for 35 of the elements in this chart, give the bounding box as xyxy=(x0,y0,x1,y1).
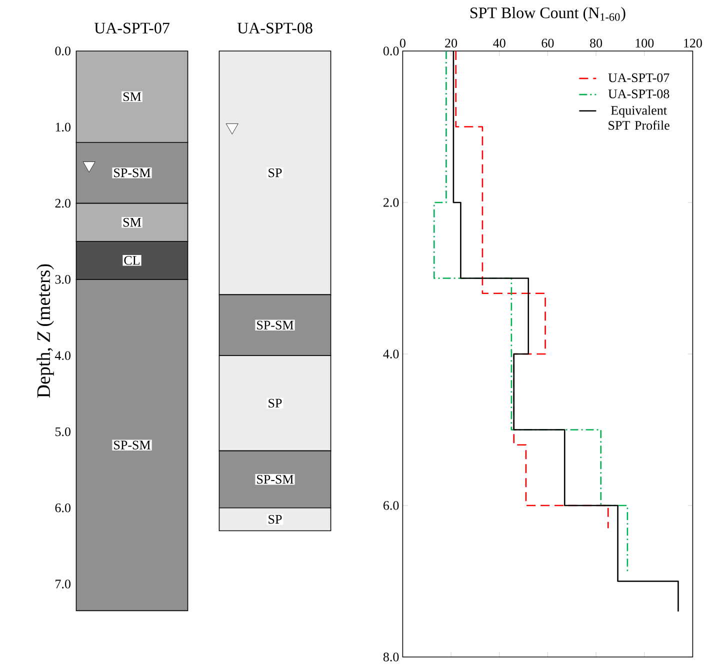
y-tick-label: 4.0 xyxy=(383,350,399,358)
y-tick-label: 2.0 xyxy=(55,198,70,208)
y-tick-label: 3.0 xyxy=(55,275,70,284)
data-label: SP xyxy=(268,398,282,408)
x-tick-label: 60 xyxy=(542,38,554,48)
y-tick-label: 2.0 xyxy=(384,198,399,207)
y-tick-label: 7.0 xyxy=(56,580,70,588)
data-label: SP xyxy=(268,168,282,178)
chart-title: SPT Blow Count (N$_{1-60}$) xyxy=(470,6,626,22)
y-tick-label: 6.0 xyxy=(383,501,399,510)
x-tick-label: 20 xyxy=(445,38,458,48)
y-tick-label: 6.0 xyxy=(55,503,70,512)
data-label: SP-SM xyxy=(114,168,150,178)
data-label: CL xyxy=(124,256,140,265)
y-tick-label: 4.0 xyxy=(54,351,70,360)
legend-label: UA-SPT-07 xyxy=(608,73,670,82)
data-label: SM xyxy=(123,92,142,102)
data-label: SP-SM xyxy=(114,440,150,450)
x-tick-label: 100 xyxy=(636,38,654,48)
x-tick-label: 80 xyxy=(590,38,602,48)
data-label: SM xyxy=(123,218,142,227)
y-tick-label: 0.0 xyxy=(383,46,399,56)
data-label: SP-SM xyxy=(257,320,294,330)
y-tick-label: 5.0 xyxy=(55,427,70,436)
x-tick-label: 120 xyxy=(684,38,702,48)
legend-label: Equivalent SPT Profile xyxy=(608,106,670,130)
y-tick-label: 0.0 xyxy=(55,46,70,56)
x-tick-label: 40 xyxy=(493,38,506,48)
y-tick-label: 8.0 xyxy=(383,652,399,662)
data-label: SP-SM xyxy=(257,474,294,484)
data-label: SP xyxy=(268,514,282,524)
x-tick-label: 0 xyxy=(400,38,406,48)
y-axis-title: Depth, Z (meters) xyxy=(36,264,54,398)
y-tick-label: 1.0 xyxy=(56,122,70,132)
legend-label: UA-SPT-08 xyxy=(608,90,670,98)
